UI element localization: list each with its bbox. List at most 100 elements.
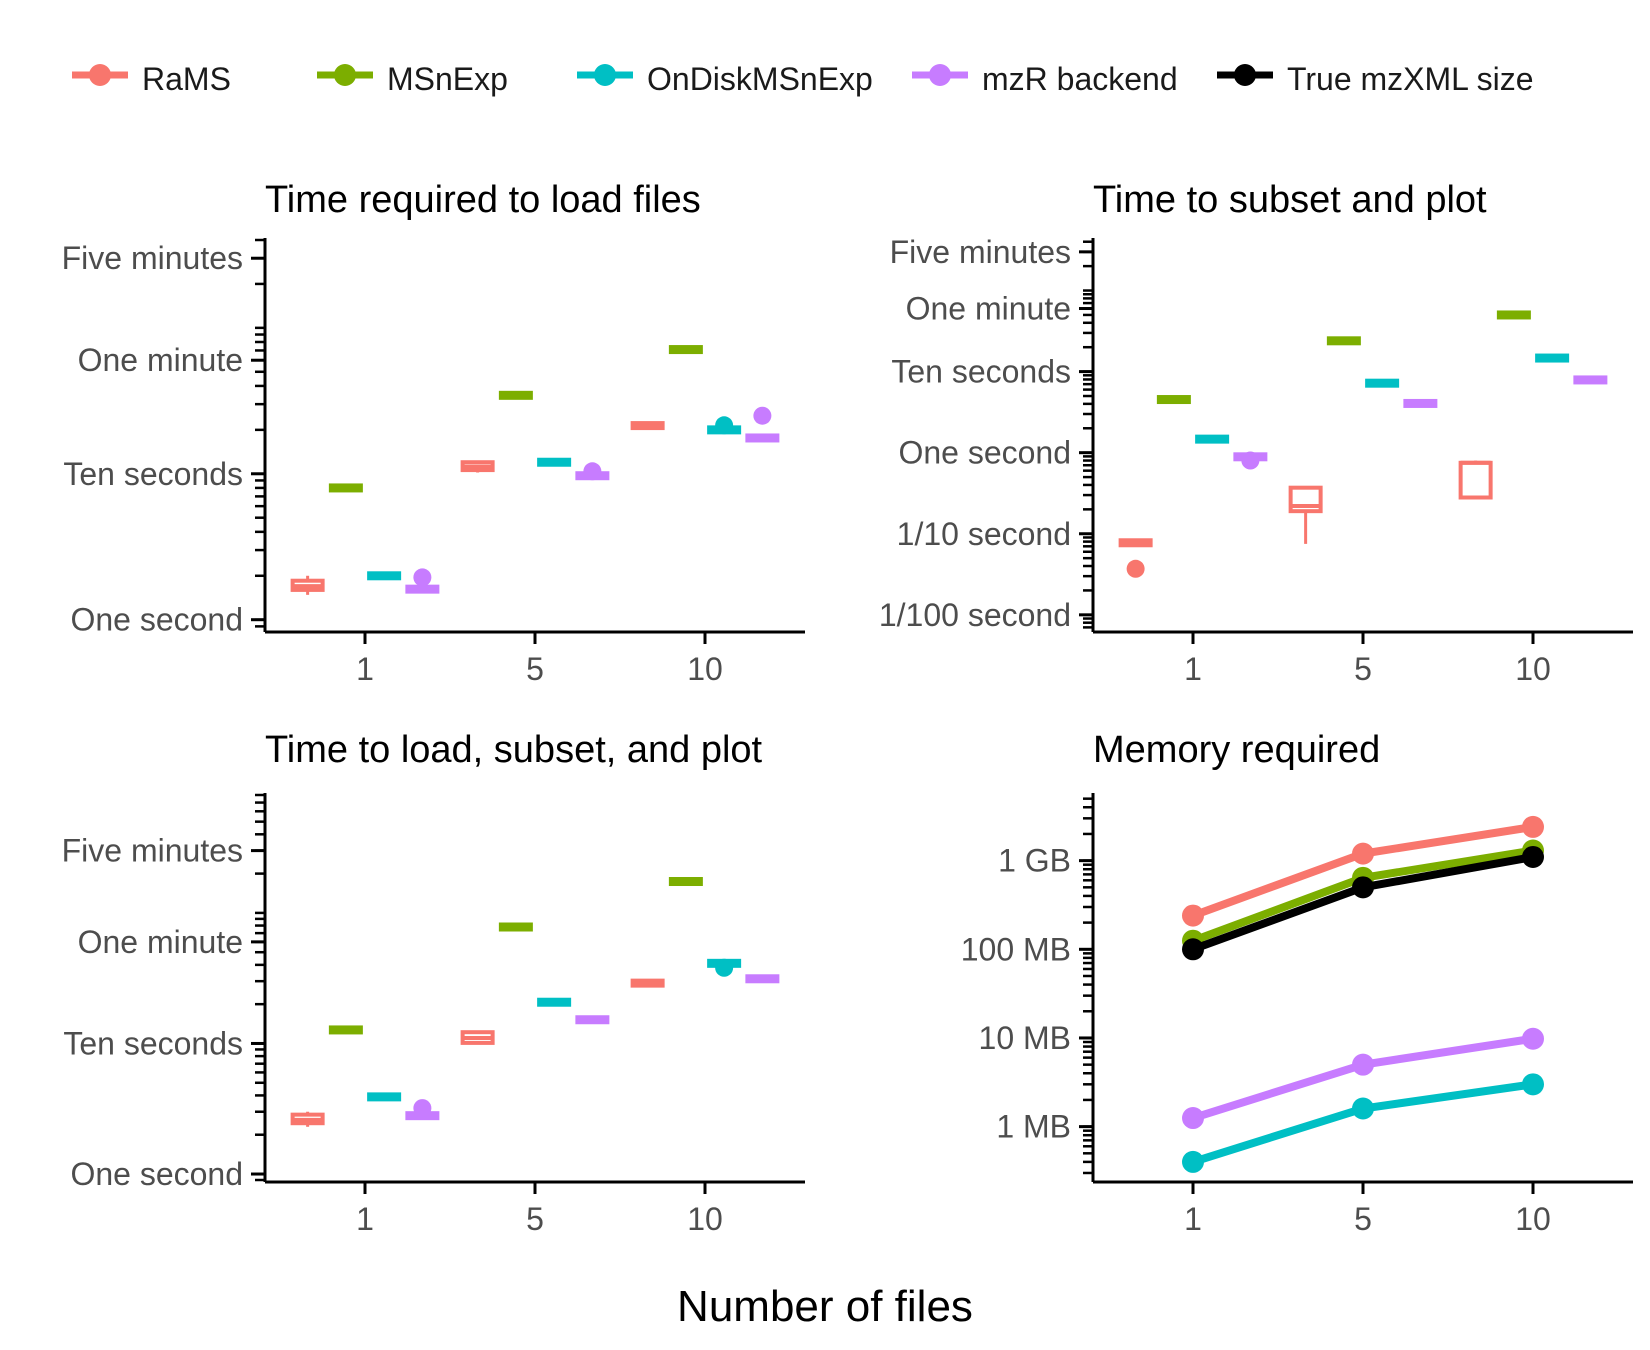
box-ondiskmsnexp-10 bbox=[707, 958, 742, 977]
legend-key-rams bbox=[72, 64, 128, 86]
y-tick-label: One second bbox=[70, 602, 243, 638]
x-tick-label: 5 bbox=[1354, 1201, 1372, 1237]
y-tick-label: Ten seconds bbox=[63, 1025, 243, 1061]
series-rams bbox=[290, 978, 665, 1127]
outlier-point bbox=[753, 406, 772, 425]
box-rams-5 bbox=[460, 460, 495, 473]
data-point bbox=[1352, 1097, 1374, 1120]
box-ondiskmsnexp-5 bbox=[537, 457, 572, 467]
series-mzr-backend bbox=[405, 974, 780, 1121]
data-point bbox=[1182, 1107, 1204, 1130]
box-mzr-backend-10 bbox=[745, 406, 780, 443]
y-tick-label: One minute bbox=[78, 342, 243, 378]
series-ondiskmsnexp bbox=[367, 416, 742, 581]
box-rams-5 bbox=[1288, 485, 1323, 544]
series-rams bbox=[290, 421, 665, 595]
box-mzr-backend-5 bbox=[575, 1015, 610, 1025]
box-msnexp-10 bbox=[668, 345, 703, 355]
outlier-point bbox=[413, 568, 432, 587]
series-ondiskmsnexp bbox=[1182, 1073, 1544, 1173]
legend-label-true-mzxml-size: True mzXML size bbox=[1287, 61, 1534, 97]
box-rams-5 bbox=[460, 1030, 495, 1045]
box-mzr-backend-1 bbox=[405, 1099, 440, 1121]
legend-key-msnexp bbox=[317, 64, 373, 86]
legend-key-mzr-backend bbox=[912, 64, 968, 86]
panel-title: Memory required bbox=[1093, 729, 1380, 771]
y-tick-label: Five minutes bbox=[62, 240, 243, 276]
series-mzr-backend bbox=[1182, 1027, 1544, 1130]
box-mzr-backend-5 bbox=[1403, 398, 1438, 408]
box-mzr-backend-5 bbox=[575, 462, 610, 481]
series-msnexp bbox=[328, 345, 703, 493]
panel-title: Time to subset and plot bbox=[1093, 179, 1487, 221]
data-point bbox=[1182, 904, 1204, 927]
box-msnexp-10 bbox=[668, 877, 703, 887]
series-rams bbox=[1182, 815, 1544, 927]
box-msnexp-1 bbox=[328, 1025, 363, 1035]
series-rams bbox=[1118, 460, 1493, 578]
panel-3: Time to load, subset, and plot One second… bbox=[62, 729, 805, 1237]
series-msnexp bbox=[328, 877, 703, 1035]
box-mzr-backend-10 bbox=[1573, 375, 1608, 385]
panel-1: Time required to load files One second Ten… bbox=[62, 179, 805, 687]
y-tick-label: Ten seconds bbox=[891, 354, 1071, 390]
data-point bbox=[1182, 1150, 1204, 1173]
data-point bbox=[1352, 876, 1374, 899]
box-ondiskmsnexp-5 bbox=[537, 997, 572, 1007]
box-msnexp-5 bbox=[498, 922, 533, 932]
box-msnexp-5 bbox=[1326, 336, 1361, 346]
y-tick-label: One minute bbox=[78, 924, 243, 960]
y-tick-label: 1/10 second bbox=[897, 516, 1071, 552]
outlier-point bbox=[715, 416, 734, 435]
box-ondiskmsnexp-1 bbox=[367, 1092, 402, 1102]
x-tick-label: 5 bbox=[1354, 651, 1372, 687]
panel-4: Memory required 1 MB 10 MB 100 MB 1 GB 1 5 10 bbox=[961, 729, 1633, 1237]
box-msnexp-1 bbox=[1156, 395, 1191, 405]
x-tick-label: 10 bbox=[1515, 651, 1551, 687]
series-ondiskmsnexp bbox=[1195, 353, 1570, 444]
outlier-point bbox=[583, 462, 602, 481]
x-tick-label: 10 bbox=[687, 1201, 723, 1237]
series-msnexp bbox=[1156, 310, 1531, 405]
y-tick-label: Ten seconds bbox=[63, 456, 243, 492]
box-rams-1 bbox=[1118, 538, 1153, 578]
legend-key-true-mzxml-size bbox=[1217, 64, 1273, 86]
box-rams-1 bbox=[290, 1111, 325, 1127]
x-tick-label: 1 bbox=[1184, 651, 1202, 687]
box-mzr-backend-1 bbox=[1233, 451, 1268, 470]
box-msnexp-5 bbox=[498, 390, 533, 400]
series-true-mzxml-size bbox=[1182, 845, 1544, 961]
box-ondiskmsnexp-1 bbox=[1195, 434, 1230, 444]
series-ondiskmsnexp bbox=[367, 958, 742, 1102]
panel-title: Time to load, subset, and plot bbox=[265, 729, 763, 771]
data-point bbox=[1522, 815, 1544, 838]
data-point bbox=[1522, 845, 1544, 868]
x-tick-label: 10 bbox=[1515, 1201, 1551, 1237]
box-mzr-backend-10 bbox=[745, 974, 780, 984]
legend-label-ondiskmsnexp: OnDiskMSnExp bbox=[647, 61, 873, 97]
data-point bbox=[1352, 842, 1374, 865]
box-rams-10 bbox=[630, 978, 665, 988]
panel-2: Time to subset and plot 1/100 second 1/10 … bbox=[879, 179, 1633, 687]
data-point bbox=[1182, 938, 1204, 961]
y-tick-label: 10 MB bbox=[979, 1020, 1071, 1056]
x-tick-label: 10 bbox=[687, 651, 723, 687]
box-ondiskmsnexp-1 bbox=[367, 571, 402, 581]
box-rams-10 bbox=[1458, 460, 1493, 500]
series-mzr-backend bbox=[405, 406, 780, 594]
y-tick-label: 100 MB bbox=[961, 931, 1071, 967]
panel-title: Time required to load files bbox=[265, 179, 701, 221]
outlier-point bbox=[1241, 451, 1260, 470]
y-tick-label: One second bbox=[898, 435, 1071, 471]
y-tick-label: One second bbox=[70, 1156, 243, 1192]
legend-label-rams: RaMS bbox=[142, 61, 231, 97]
box-msnexp-10 bbox=[1496, 310, 1531, 320]
y-tick-label: 1 GB bbox=[998, 843, 1071, 879]
box-ondiskmsnexp-5 bbox=[1365, 378, 1400, 388]
y-tick-label: One minute bbox=[906, 291, 1071, 327]
legend-label-msnexp: MSnExp bbox=[387, 61, 508, 97]
series-mzr-backend bbox=[1233, 375, 1608, 470]
outlier-point bbox=[1126, 559, 1145, 578]
outlier-point bbox=[715, 958, 734, 977]
